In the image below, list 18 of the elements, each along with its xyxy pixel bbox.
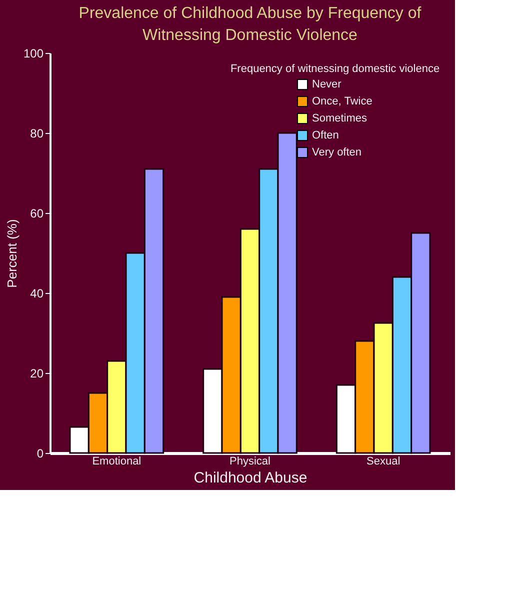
legend-label: Once, Twice [312, 96, 372, 108]
y-tick-label: 80 [30, 126, 44, 140]
x-axis-title: Childhood Abuse [194, 470, 308, 486]
y-axis-title: Percent (%) [4, 219, 20, 288]
y-tick-label: 0 [36, 446, 44, 460]
chart-title: Prevalence of Childhood Abuse by Frequency of Witnessing Domestic Violence [78, 5, 422, 44]
x-tick-label: Sexual [366, 456, 400, 468]
legend-label: Never [312, 78, 342, 90]
y-tick-label: 20 [30, 366, 44, 380]
legend-label: Sometimes [312, 112, 368, 124]
legend-label: Very often [312, 146, 362, 158]
x-tick-label: Physical [230, 456, 270, 468]
x-tick-label: Emotional [92, 456, 142, 468]
y-tick-label: 40 [30, 286, 44, 300]
legend-title: Frequency of witnessing domestic violence [230, 63, 440, 75]
y-tick-label: 60 [30, 206, 44, 220]
legend-label: Often [312, 130, 339, 142]
y-tick-label: 100 [23, 46, 44, 60]
